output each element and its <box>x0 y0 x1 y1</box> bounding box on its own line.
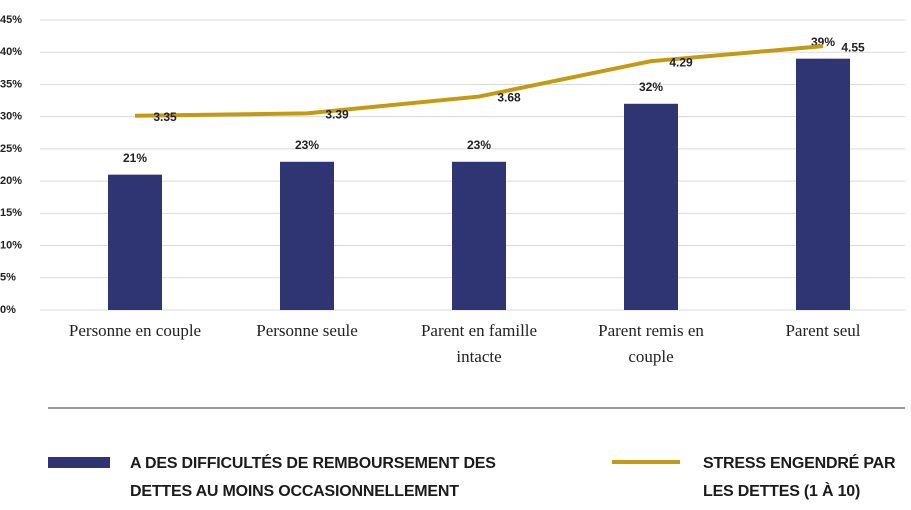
y-tick-label: 25% <box>0 143 22 155</box>
y-tick-label: 5% <box>0 272 16 284</box>
x-tick-label: Parent seul <box>785 321 861 340</box>
y-tick-label: 30% <box>0 111 22 123</box>
data-label: 21% <box>123 151 147 165</box>
legend-swatch <box>48 457 110 468</box>
y-tick-label: 35% <box>0 78 22 90</box>
data-label: 4.55 <box>841 40 865 54</box>
y-tick-label: 10% <box>0 239 22 251</box>
legend-label: STRESS ENGENDRÉ PAR LES DETTES (1 À 10) <box>703 455 896 500</box>
y-tick-label: 20% <box>0 175 22 187</box>
y-tick-label: 45% <box>0 14 22 26</box>
bar <box>624 103 678 311</box>
bar <box>280 161 334 310</box>
data-label: 3.39 <box>325 108 349 122</box>
line <box>134 44 824 118</box>
data-label: 23% <box>467 138 491 152</box>
y-tick-label: 40% <box>0 46 22 58</box>
y-tick-label: 15% <box>0 207 22 219</box>
legend-label: A DES DIFFICULTÉS DE REMBOURSEMENT DES D… <box>130 455 496 500</box>
data-label: 3.35 <box>153 110 177 124</box>
x-tick-label: Parent remis en couple <box>598 321 704 366</box>
x-tick-label: Personne en couple <box>68 321 202 340</box>
x-tick-label: Personne seule <box>256 321 358 340</box>
x-tick-label: Parent en famille intacte <box>420 321 538 366</box>
data-label: 3.68 <box>497 91 521 105</box>
bar <box>108 174 162 310</box>
y-tick-label: 0% <box>0 304 16 316</box>
data-label: 23% <box>295 138 319 152</box>
data-label: 4.29 <box>669 55 693 69</box>
bar <box>796 58 850 310</box>
bar <box>452 161 506 310</box>
data-label: 32% <box>639 80 663 94</box>
